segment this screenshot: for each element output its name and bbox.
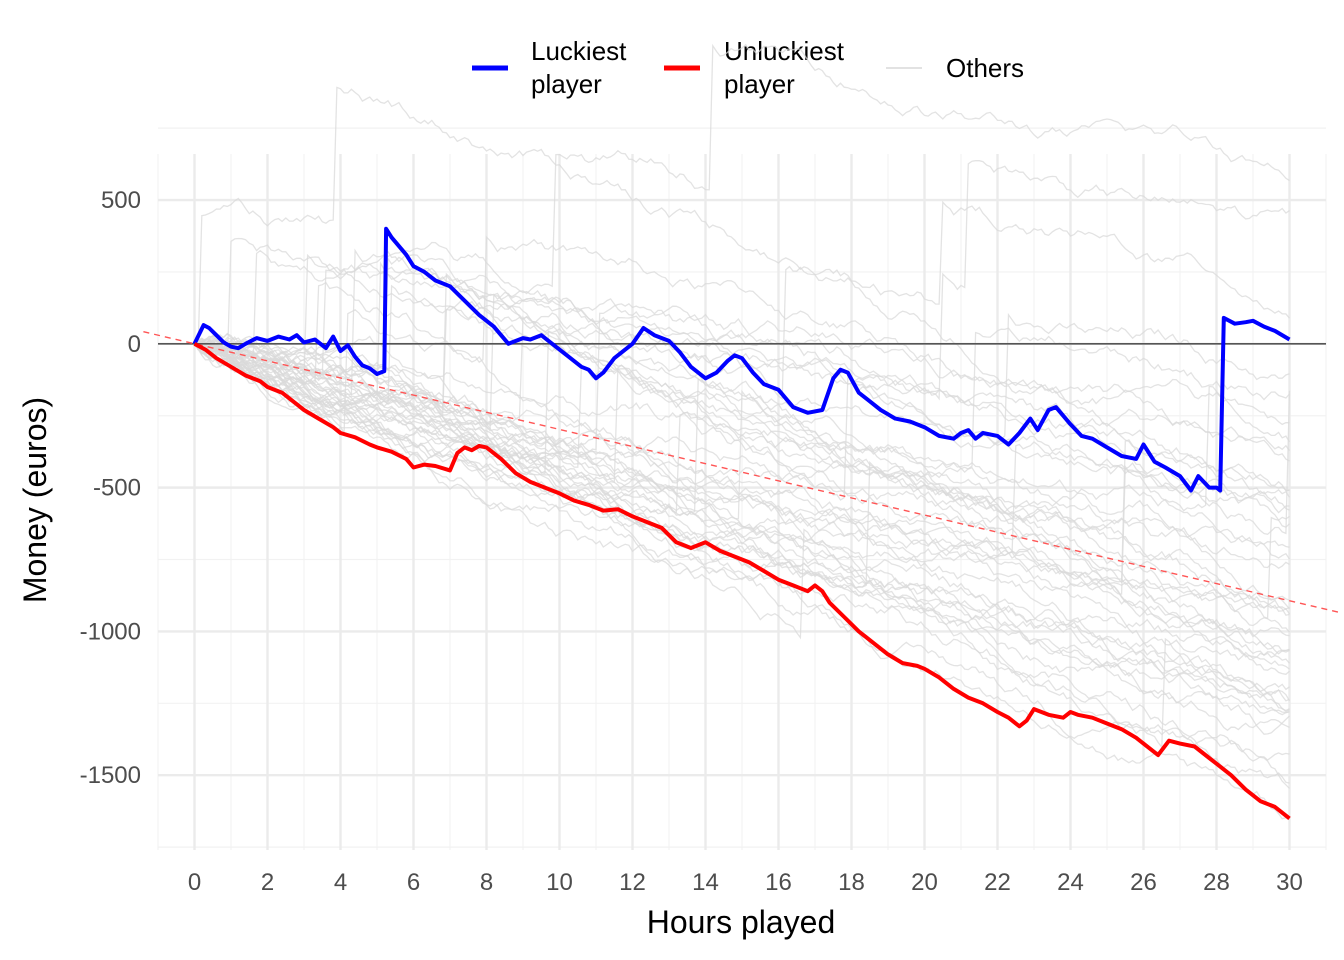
x-tick-label: 24 bbox=[1057, 869, 1084, 896]
legend-label: player bbox=[724, 69, 795, 99]
legend-label: Luckiest bbox=[531, 36, 627, 66]
others-series-line bbox=[194, 339, 1290, 670]
others-series-line bbox=[194, 340, 1290, 513]
others-series-group bbox=[193, 43, 1291, 820]
y-tick-label: -500 bbox=[93, 475, 141, 502]
y-tick-label: 500 bbox=[101, 187, 141, 214]
x-tick-label: 10 bbox=[546, 869, 573, 896]
others-series-line bbox=[193, 249, 1290, 610]
legend-item: Others bbox=[886, 53, 1024, 83]
x-tick-label: 0 bbox=[188, 869, 201, 896]
others-series-line bbox=[194, 338, 1290, 638]
others-series-line bbox=[193, 248, 1290, 514]
x-tick-label: 30 bbox=[1276, 869, 1303, 896]
x-tick-label: 14 bbox=[692, 869, 719, 896]
series-line-unluckiest-player bbox=[193, 342, 1291, 820]
others-series-line bbox=[193, 309, 1291, 702]
others-series-line bbox=[194, 336, 1290, 735]
legend-label: player bbox=[531, 69, 602, 99]
legend-label: Others bbox=[946, 53, 1024, 83]
y-tick-label: -1500 bbox=[80, 762, 141, 789]
others-series-line bbox=[194, 284, 1291, 504]
series-line-luckiest-player bbox=[192, 226, 1291, 493]
others-series-line bbox=[194, 43, 1290, 372]
others-series-line bbox=[194, 241, 1290, 511]
y-axis-title: Money (euros) bbox=[17, 397, 53, 603]
others-series-line bbox=[194, 200, 1290, 400]
x-tick-label: 2 bbox=[261, 869, 274, 896]
others-series-line bbox=[194, 272, 1290, 664]
y-tick-label: -1000 bbox=[80, 618, 141, 645]
others-series-line bbox=[194, 294, 1291, 451]
others-series-line bbox=[194, 339, 1290, 610]
grid-minor bbox=[157, 127, 1327, 850]
x-axis-title: Hours played bbox=[647, 904, 836, 940]
x-tick-label: 6 bbox=[407, 869, 420, 896]
others-series-line bbox=[194, 235, 1290, 491]
x-tick-label: 16 bbox=[765, 869, 792, 896]
others-series-line bbox=[194, 342, 1290, 762]
others-series-line bbox=[194, 328, 1290, 569]
x-tick-label: 26 bbox=[1130, 869, 1157, 896]
reference-lines bbox=[143, 331, 1341, 614]
x-tick-label: 4 bbox=[334, 869, 347, 896]
x-axis-tick-labels: 0 2 4 6 8 10 12 14 16 18 20 22 24 26 28 30 bbox=[188, 869, 1303, 896]
others-series-line bbox=[194, 343, 1290, 714]
others-series-line bbox=[194, 327, 1290, 485]
others-series-line bbox=[194, 334, 1290, 652]
highlighted-series-group bbox=[192, 226, 1291, 820]
others-series-line bbox=[194, 86, 1290, 462]
others-series-line bbox=[194, 342, 1290, 712]
x-tick-label: 8 bbox=[480, 869, 493, 896]
y-tick-label: 0 bbox=[128, 331, 141, 358]
others-series-line bbox=[194, 343, 1290, 522]
expected-value-trend-line bbox=[143, 331, 1341, 614]
others-series-line bbox=[194, 302, 1291, 456]
x-tick-label: 18 bbox=[838, 869, 865, 896]
y-axis-tick-labels: 500 0 -500 -1000 -1500 bbox=[80, 187, 141, 789]
others-series-line bbox=[193, 343, 1291, 615]
x-tick-label: 20 bbox=[911, 869, 938, 896]
x-tick-label: 12 bbox=[619, 869, 646, 896]
x-tick-label: 28 bbox=[1203, 869, 1230, 896]
others-series-line bbox=[193, 343, 1290, 820]
x-tick-label: 22 bbox=[984, 869, 1011, 896]
